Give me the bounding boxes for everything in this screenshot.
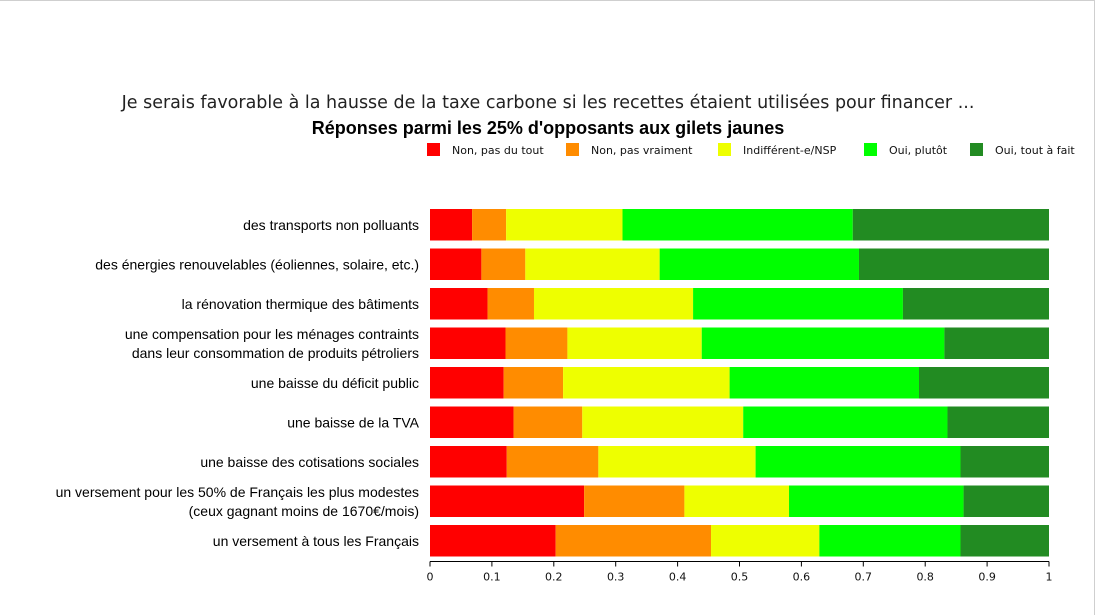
category-label: la rénovation thermique des bâtiments: [182, 296, 419, 312]
bar-segment-non-pas-du-tout: [430, 525, 556, 557]
bar-segment-non-pas-vraiment: [506, 446, 599, 478]
bar-segment-oui-tout-a-fait: [852, 209, 1049, 241]
bars: [430, 209, 1049, 557]
legend-swatch-indifferent-e-nsp: [718, 143, 731, 156]
category-label: un versement à tous les Français: [213, 533, 419, 549]
bar-segment-non-pas-du-tout: [430, 288, 488, 320]
bar-segment-non-pas-du-tout: [430, 367, 504, 399]
legend-swatch-non-pas-vraiment: [566, 143, 579, 156]
bar-segment-indifferent-e-nsp: [567, 327, 702, 359]
bar-segment-oui-plutot: [659, 248, 859, 280]
bar-segment-non-pas-du-tout: [430, 485, 585, 517]
legend-label-non-pas-du-tout: Non, pas du tout: [452, 144, 544, 157]
bar-segment-indifferent-e-nsp: [563, 367, 730, 399]
bar-segment-non-pas-vraiment: [503, 367, 564, 399]
bar-segment-oui-plutot: [789, 485, 964, 517]
category-label: une baisse des cotisations sociales: [200, 454, 419, 470]
bar-segment-oui-plutot: [819, 525, 961, 557]
category-label: dans leur consommation de produits pétro…: [132, 345, 419, 361]
bar-segment-non-pas-du-tout: [430, 327, 506, 359]
bar-segment-non-pas-vraiment: [472, 209, 507, 241]
bar-segment-non-pas-du-tout: [430, 209, 473, 241]
bar-segment-oui-plutot: [743, 406, 948, 438]
legend-label-non-pas-vraiment: Non, pas vraiment: [591, 144, 693, 157]
bar-segment-indifferent-e-nsp: [598, 446, 756, 478]
legend-label-oui-plutot: Oui, plutôt: [889, 144, 948, 157]
category-label: des transports non polluants: [243, 217, 419, 233]
category-label: une compensation pour les ménages contra…: [125, 326, 419, 342]
bar-segment-non-pas-du-tout: [430, 446, 507, 478]
category-label: une baisse du déficit public: [251, 375, 419, 391]
category-label: des énergies renouvelables (éoliennes, s…: [95, 256, 419, 272]
bar-segment-oui-plutot: [729, 367, 920, 399]
x-tick-label: 0.8: [916, 571, 934, 584]
bar-segment-indifferent-e-nsp: [525, 248, 660, 280]
bar-segment-oui-plutot: [755, 446, 961, 478]
x-tick-label: 0.1: [483, 571, 501, 584]
bar-segment-non-pas-vraiment: [481, 248, 526, 280]
bar-segment-non-pas-vraiment: [487, 288, 534, 320]
category-label: un versement pour les 50% de Français le…: [56, 484, 419, 500]
category-label: (ceux gagnant moins de 1670€/mois): [189, 503, 419, 519]
bar-segment-non-pas-vraiment: [505, 327, 568, 359]
x-tick-label: 0.7: [855, 571, 873, 584]
bar-segment-non-pas-vraiment: [513, 406, 583, 438]
bar-segment-oui-plutot: [693, 288, 903, 320]
bar-segment-indifferent-e-nsp: [684, 485, 790, 517]
bar-segment-oui-plutot: [701, 327, 945, 359]
legend-label-oui-tout-a-fait: Oui, tout à fait: [995, 144, 1075, 157]
bar-segment-indifferent-e-nsp: [582, 406, 744, 438]
x-tick-label: 0.3: [607, 571, 625, 584]
bar-segment-oui-tout-a-fait: [919, 367, 1049, 399]
bar-segment-oui-tout-a-fait: [947, 406, 1049, 438]
bar-segment-indifferent-e-nsp: [506, 209, 623, 241]
bar-segment-indifferent-e-nsp: [711, 525, 820, 557]
category-labels: des transports non polluants des énergies…: [56, 217, 420, 549]
category-label: une baisse de la TVA: [287, 414, 419, 430]
chart-title: Je serais favorable à la hausse de la ta…: [121, 93, 975, 113]
bar-segment-oui-tout-a-fait: [963, 485, 1049, 517]
bar-segment-oui-tout-a-fait: [944, 327, 1049, 359]
x-tick-label: 1: [1046, 571, 1053, 584]
bar-segment-oui-tout-a-fait: [960, 446, 1049, 478]
legend-swatch-non-pas-du-tout: [427, 143, 440, 156]
bar-segment-non-pas-vraiment: [584, 485, 685, 517]
x-tick-label: 0.9: [978, 571, 996, 584]
legend-swatch-oui-plutot: [864, 143, 877, 156]
bar-segment-non-pas-du-tout: [430, 406, 514, 438]
legend-label-indifferent-e-nsp: Indifférent-e/NSP: [743, 144, 837, 157]
chart-subtitle: Réponses parmi les 25% d'opposants aux g…: [311, 118, 785, 138]
x-tick-label: 0.6: [793, 571, 811, 584]
bar-segment-oui-tout-a-fait: [902, 288, 1049, 320]
x-axis: 0 0.1 0.2 0.3 0.4 0.5 0.6 0.7 0.8 0.9 1: [427, 561, 1053, 584]
x-tick-label: 0.2: [545, 571, 563, 584]
x-tick-label: 0.5: [731, 571, 749, 584]
x-tick-label: 0: [427, 571, 434, 584]
legend-swatch-oui-tout-a-fait: [970, 143, 983, 156]
bar-segment-oui-tout-a-fait: [858, 248, 1049, 280]
bar-segment-oui-plutot: [622, 209, 853, 241]
bar-segment-oui-tout-a-fait: [960, 525, 1049, 557]
x-tick-label: 0.4: [669, 571, 687, 584]
bar-segment-non-pas-vraiment: [555, 525, 712, 557]
legend: Non, pas du tout Non, pas vraiment Indiffé…: [427, 143, 1075, 157]
bar-segment-non-pas-du-tout: [430, 248, 482, 280]
bar-segment-indifferent-e-nsp: [533, 288, 694, 320]
